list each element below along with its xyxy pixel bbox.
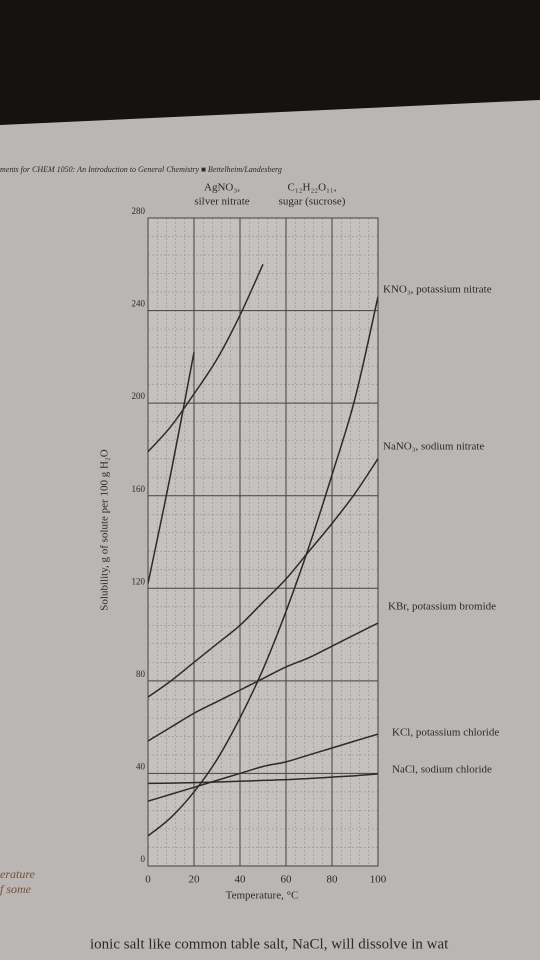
series-label: AgNO₃, (204, 182, 240, 194)
series-line (148, 622, 378, 742)
x-tick-label: 40 (235, 874, 247, 886)
y-tick-label: 120 (132, 576, 146, 586)
plot-area (147, 217, 379, 867)
series-line (148, 733, 378, 802)
x-tick-label: 20 (189, 874, 201, 886)
series-label: silver nitrate (194, 196, 249, 208)
series-label: C₁₂H₂₂O₁₁, (288, 182, 337, 194)
x-tick-label: 80 (327, 874, 339, 886)
y-tick-label: 160 (132, 484, 146, 494)
series-line (148, 458, 378, 698)
x-axis-label: Temperature, °C (226, 890, 299, 902)
y-tick-label: 0 (141, 854, 146, 864)
series-line (148, 773, 378, 785)
x-tick-label: 0 (145, 874, 151, 886)
plot: 0 40 80 120 160 200 240 280 0 20 40 60 80 100 AgNO₃, si… (132, 182, 500, 886)
x-tick-label: 100 (370, 874, 387, 886)
series-label: KBr, potassium bromide (388, 601, 496, 613)
y-tick-label: 80 (136, 669, 146, 679)
series-line (148, 296, 378, 837)
series-label: KCl, potassium chloride (392, 727, 499, 739)
series-line (148, 263, 264, 453)
series-label: NaCl, sodium chloride (392, 764, 492, 776)
y-tick-label: 40 (136, 761, 146, 771)
y-tick-label: 200 (132, 391, 146, 401)
margin-text: f some (0, 882, 32, 896)
body-text: ionic salt like common table salt, NaCl,… (90, 936, 449, 952)
y-tick-label: 280 (132, 206, 146, 216)
x-tick-label: 60 (281, 874, 293, 886)
series-line (148, 352, 195, 584)
y-tick-label: 240 (132, 299, 146, 309)
y-axis-label: Solubility, g of solute per 100 g H₂O (99, 449, 111, 610)
series-label: NaNO₃, sodium nitrate (383, 441, 484, 453)
series-label: sugar (sucrose) (279, 196, 346, 208)
header: ments for CHEM 1050: An Introduction to … (0, 165, 282, 174)
margin-text: erature (0, 867, 36, 881)
series-label: KNO₃, potassium nitrate (383, 284, 492, 296)
